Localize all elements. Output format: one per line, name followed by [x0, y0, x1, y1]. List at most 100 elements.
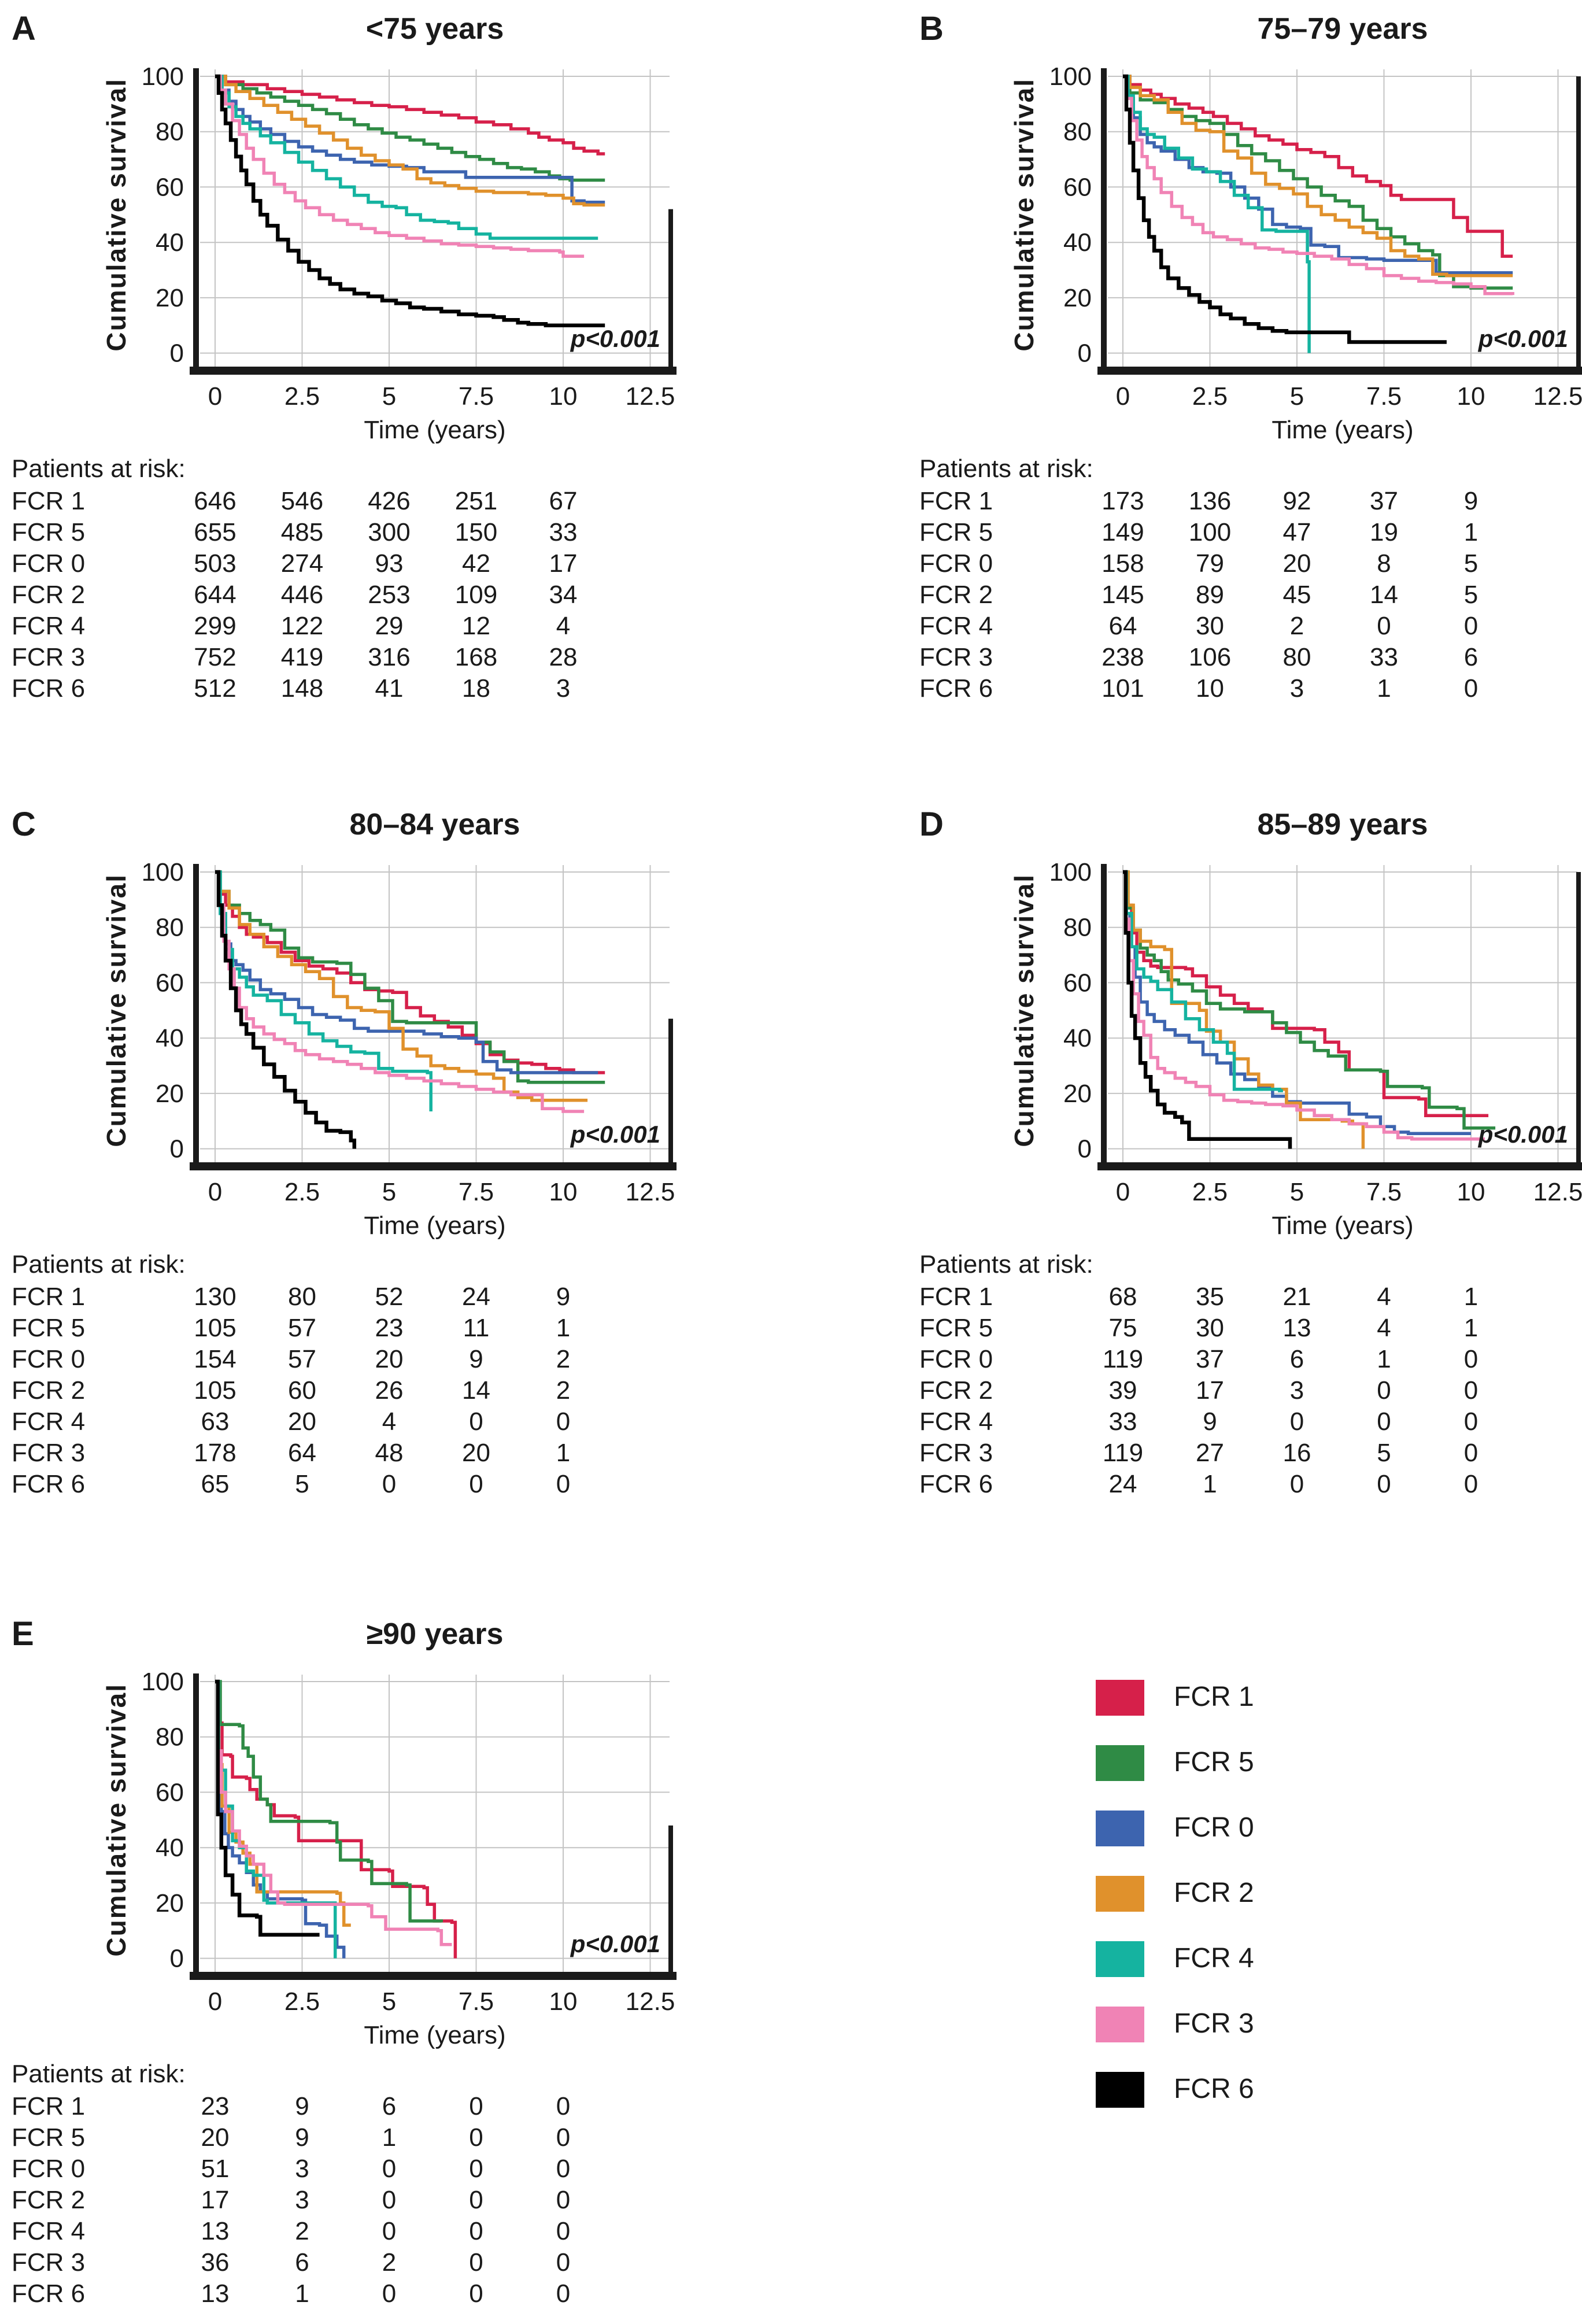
risk-value: 0 — [1289, 1407, 1304, 1436]
axis-spines — [190, 68, 677, 375]
risk-value: 485 — [280, 518, 324, 546]
y-axis-label: Cumulative survival — [101, 78, 131, 352]
axis-spines — [1097, 68, 1582, 375]
legend-label: FCR 4 — [1174, 1943, 1254, 1974]
risk-value: 17 — [1196, 1376, 1224, 1405]
risk-value: 316 — [368, 643, 411, 671]
risk-value: 13 — [201, 2217, 230, 2245]
x-tick-label: 5 — [382, 1987, 396, 2016]
risk-value: 20 — [288, 1407, 316, 1436]
risk-value: 17 — [201, 2186, 230, 2214]
y-tick-label: 100 — [1049, 62, 1092, 91]
risk-value: 0 — [382, 2186, 397, 2214]
km-plot: 0 20 40 60 80 100 0 2.5 5 7.5 10 12.5 Time (years) Cu… — [101, 1668, 677, 2049]
risk-value: 67 — [549, 487, 578, 515]
risk-value: 75 — [1108, 1314, 1137, 1342]
risk-value: 251 — [454, 487, 498, 515]
risk-row-label: FCR 3 — [919, 1439, 993, 1467]
axis-spines — [1097, 864, 1582, 1170]
legend-label: FCR 3 — [1174, 2008, 1254, 2039]
legend-swatch — [1096, 2007, 1144, 2042]
survival-curve-fcr-2 — [1123, 75, 1513, 278]
risk-row-label: FCR 4 — [12, 2217, 86, 2245]
x-tick-label: 10 — [1457, 1178, 1485, 1206]
legend-swatch — [1096, 1941, 1144, 1977]
risk-value: 0 — [556, 1407, 571, 1436]
risk-row-label: FCR 1 — [919, 1283, 993, 1311]
panel-e: E ≥90 years 0 20 40 60 80 100 0 2.5 5 7.5 10 12.5 Time… — [7, 1612, 788, 2318]
risk-row-label: FCR 3 — [12, 643, 86, 671]
risk-value: 37 — [1196, 1345, 1224, 1373]
legend-swatch — [1096, 1811, 1144, 1846]
risk-row-label: FCR 6 — [12, 1470, 86, 1498]
y-tick-label: 40 — [156, 228, 184, 257]
survival-curve-fcr-3 — [215, 1680, 452, 1946]
risk-value: 105 — [194, 1314, 236, 1342]
survival-curve-fcr-3 — [1123, 870, 1485, 1141]
survival-curve-fcr-5 — [215, 75, 605, 182]
y-tick-label: 40 — [1063, 228, 1092, 257]
risk-value: 0 — [1377, 1376, 1391, 1405]
y-tick-label: 60 — [1063, 173, 1092, 201]
x-tick-label: 0 — [208, 1178, 222, 1206]
risk-value: 1 — [556, 1439, 571, 1467]
legend-item-fcr-4: FCR 4 — [1096, 1941, 1327, 1977]
survival-curve-fcr-3 — [215, 75, 585, 258]
risk-row-label: FCR 3 — [919, 643, 993, 671]
risk-row-label: FCR 2 — [12, 2186, 86, 2214]
legend-swatch — [1096, 2072, 1144, 2108]
survival-curve-fcr-1 — [215, 870, 605, 1074]
legend-swatch — [1096, 1680, 1144, 1716]
y-tick-label: 60 — [156, 1778, 184, 1806]
risk-value: 3 — [1289, 1376, 1304, 1405]
risk-value: 23 — [375, 1314, 404, 1342]
survival-curve-fcr-6 — [1123, 870, 1292, 1149]
risk-row-label: FCR 3 — [12, 2248, 86, 2277]
risk-value: 119 — [1102, 1345, 1144, 1373]
survival-curve-fcr-6 — [215, 870, 357, 1149]
p-value-label: p<0.001 — [570, 325, 660, 352]
risk-value: 0 — [469, 2279, 483, 2308]
y-axis-label: Cumulative survival — [101, 874, 131, 1147]
risk-value: 1 — [295, 2279, 309, 2308]
x-tick-label: 2.5 — [1192, 382, 1228, 411]
panel-title: 85–89 years — [1257, 808, 1428, 841]
risk-value: 47 — [1282, 518, 1311, 546]
risk-value: 1 — [1463, 518, 1478, 546]
risk-value: 33 — [549, 518, 578, 546]
risk-value: 33 — [1370, 643, 1398, 671]
risk-value: 65 — [201, 1470, 230, 1498]
risk-value: 52 — [375, 1283, 404, 1311]
legend-label: FCR 1 — [1174, 1682, 1254, 1712]
x-tick-label: 5 — [382, 382, 396, 411]
risk-value: 122 — [280, 612, 324, 640]
risk-value: 28 — [549, 643, 578, 671]
risk-value: 6 — [1463, 643, 1478, 671]
risk-row-label: FCR 1 — [12, 2092, 86, 2120]
risk-value: 0 — [469, 1407, 483, 1436]
risk-value: 173 — [1102, 487, 1144, 515]
y-tick-label: 20 — [156, 1889, 184, 1917]
legend-swatch — [1096, 1745, 1144, 1781]
p-value-label: p<0.001 — [570, 1930, 660, 1957]
risk-value: 10 — [1196, 674, 1224, 703]
risk-value: 3 — [1289, 674, 1304, 703]
panel-title: <75 years — [365, 12, 504, 46]
risk-value: 42 — [462, 549, 490, 578]
risk-value: 29 — [375, 612, 404, 640]
risk-value: 274 — [280, 549, 324, 578]
risk-value: 300 — [368, 518, 411, 546]
risk-value: 19 — [1370, 518, 1398, 546]
risk-value: 68 — [1108, 1283, 1137, 1311]
risk-value: 24 — [1108, 1470, 1137, 1498]
risk-value: 1 — [1203, 1470, 1217, 1498]
survival-curve-fcr-5 — [1123, 75, 1513, 290]
risk-value: 1 — [1377, 674, 1391, 703]
gridlines — [200, 865, 670, 1162]
legend-label: FCR 0 — [1174, 1812, 1254, 1843]
risk-value: 5 — [1463, 581, 1478, 609]
y-tick-label: 0 — [170, 339, 184, 368]
risk-value: 13 — [201, 2279, 230, 2308]
survival-curve-fcr-0 — [1123, 870, 1471, 1136]
